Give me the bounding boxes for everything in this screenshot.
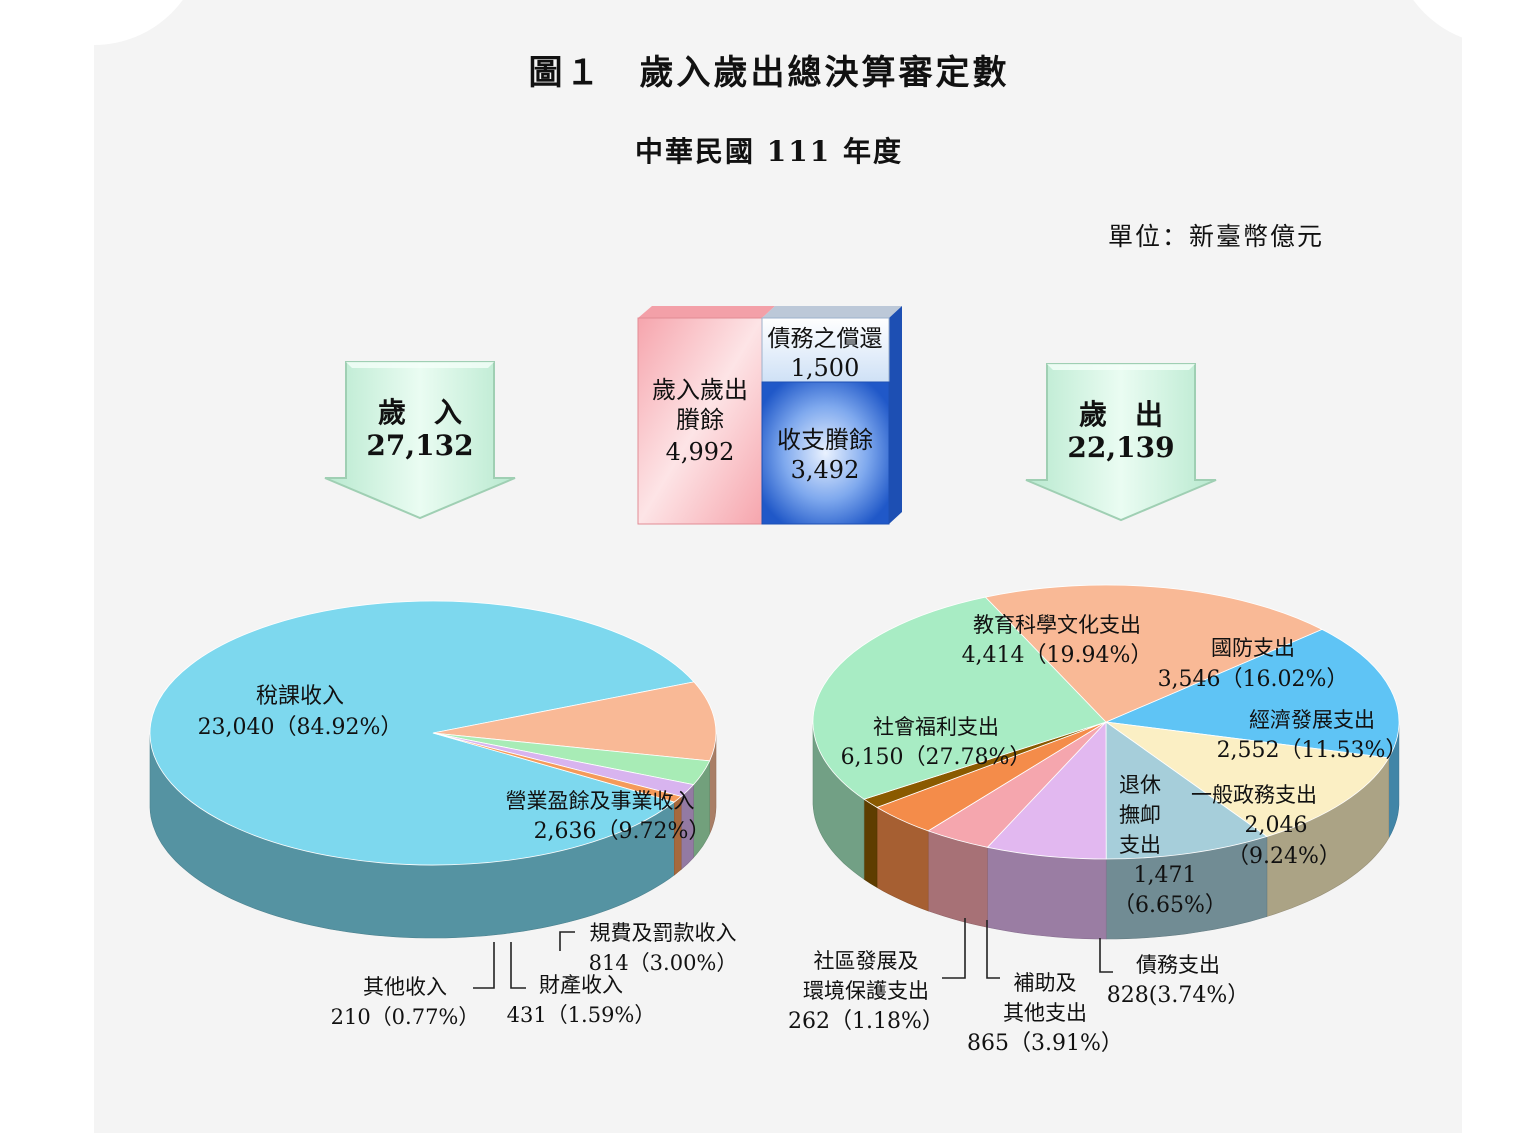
label-debt-name: 債務支出 (1136, 953, 1220, 977)
revenue-arrow (324, 361, 516, 520)
label-community-value: 262（1.18%） (788, 1009, 944, 1034)
label-general-gov-name: 一般政務支出 (1191, 783, 1317, 807)
label-subsidy-value: 865（3.91%） (967, 1031, 1123, 1056)
label-other-revenue-value: 210（0.77%） (331, 1005, 480, 1029)
debt-repayment-value: 1,500 (791, 354, 860, 382)
label-defense-name: 國防支出 (1211, 636, 1295, 660)
revenue-leader-lines (473, 931, 575, 989)
label-subsidy-line-2: 其他支出 (1003, 1001, 1087, 1025)
revenue-box-value: 27,132 (366, 429, 473, 462)
pie-side-community (863, 798, 878, 888)
expenditure-arrow (1025, 363, 1217, 522)
leader-debt (1099, 938, 1113, 973)
label-defense-value: 3,546（16.02%） (1158, 667, 1349, 692)
label-pension-line-1: 退休 (1119, 773, 1161, 797)
balance-surplus-value: 3,492 (791, 456, 860, 484)
pie-slice-economic (1105, 721, 1390, 837)
pie-side-pension (987, 846, 1107, 940)
leader-other-revenue (473, 942, 495, 989)
label-subsidy-line-1: 補助及 (1014, 971, 1077, 995)
label-economic-value: 2,552（11.53%） (1217, 738, 1408, 763)
label-general-gov-percent: （9.24%） (1227, 844, 1341, 869)
revenue-pie (149, 600, 717, 939)
expenditure-box-value: 22,139 (1067, 431, 1174, 464)
pie-slice-education (984, 584, 1323, 723)
pie-slice-general_gov (1105, 721, 1268, 860)
label-pension-number: 1,471 (1134, 863, 1197, 888)
chart-panel (94, 0, 1462, 1133)
label-welfare-value: 6,150（27.78%） (841, 745, 1032, 770)
label-business-name: 營業盈餘及事業收入 (506, 789, 695, 813)
label-welfare-name: 社會福利支出 (873, 715, 999, 739)
label-property-value: 431（1.59%） (507, 1003, 656, 1027)
label-fees-name: 規費及罰款收入 (590, 921, 737, 945)
expenditure-pie (812, 584, 1400, 940)
unit-label: 單位：新臺幣億元 (1108, 222, 1325, 251)
label-education-name: 教育科學文化支出 (973, 613, 1141, 637)
surplus-box (637, 306, 902, 525)
leader-property (510, 942, 526, 989)
pie-slice-defense (1104, 628, 1400, 759)
chart-title: 圖１ 歲入歲出總決算審定數 (528, 53, 1010, 93)
label-economic-name: 經濟發展支出 (1249, 708, 1375, 732)
label-debt-value: 828(3.74%） (1107, 983, 1249, 1008)
revenue-box-label: 歲 入 (378, 396, 462, 429)
label-community-line-2: 環境保護支出 (803, 979, 929, 1003)
label-pension-line-2: 撫卹 (1119, 803, 1161, 827)
label-property-name: 財產收入 (539, 973, 623, 997)
pie-slice-business (432, 681, 717, 762)
label-tax-value: 23,040（84.92%） (198, 715, 403, 740)
label-fees-value: 814（3.00%） (589, 951, 738, 975)
label-general-gov-number: 2,046 (1245, 813, 1308, 838)
expenditure-box-label: 歲 出 (1079, 398, 1163, 431)
pie-slice-other_rev (432, 732, 683, 803)
expenditure-leader-lines (942, 918, 1113, 979)
pie-slice-welfare (812, 596, 1107, 800)
surplus-left-value: 4,992 (666, 438, 735, 466)
label-community-line-1: 社區發展及 (814, 949, 919, 973)
chart-subtitle: 中華民國 111 年度 (635, 135, 903, 168)
surplus-left-line-2: 賸餘 (676, 406, 724, 434)
pie-slice-pension (986, 720, 1107, 860)
leader-subsidy (986, 920, 1000, 979)
surplus-left-line-1: 歲入歲出 (652, 376, 748, 404)
label-tax-name: 稅課收入 (256, 684, 344, 709)
leader-community (942, 918, 966, 979)
label-education-value: 4,414（19.94%） (962, 643, 1153, 668)
pie-slice-tax (149, 600, 695, 866)
label-business-value: 2,636（9.72%） (534, 819, 711, 844)
label-pension-line-3: 支出 (1119, 833, 1161, 857)
label-pension-percent: （6.65%） (1113, 893, 1227, 918)
balance-surplus-label: 收支賸餘 (777, 426, 873, 454)
debt-repayment-label: 債務之償還 (768, 326, 883, 352)
label-other-revenue-name: 其他收入 (363, 975, 447, 999)
leader-fees (559, 931, 575, 951)
